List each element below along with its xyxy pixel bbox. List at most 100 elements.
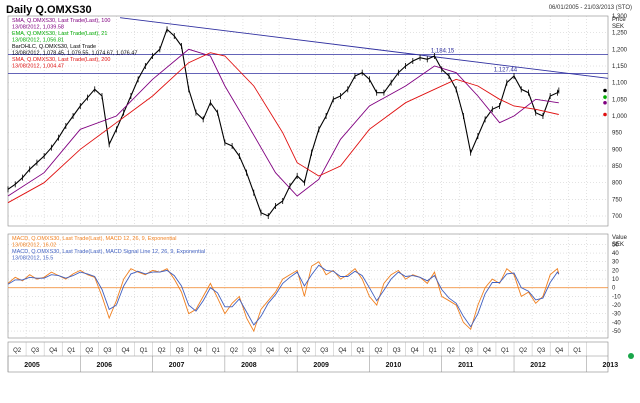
quarter-label: Q4 xyxy=(121,348,130,354)
quarter-label: Q2 xyxy=(302,348,311,354)
macd-legend-value: 13/08/2012, 15.5 xyxy=(12,256,53,262)
last-value-marker xyxy=(603,101,607,105)
quarter-label: Q1 xyxy=(284,348,293,354)
macd-y-axis-unit: SEK xyxy=(612,242,624,248)
quarter-label: Q2 xyxy=(447,348,456,354)
macd-legend-value: 13/08/2012, 16.02 xyxy=(12,243,56,249)
macd-y-tick-label: 40 xyxy=(612,251,619,257)
quarter-label: Q4 xyxy=(483,348,492,354)
year-label: 2008 xyxy=(241,362,257,369)
macd-y-tick-label: 30 xyxy=(612,260,619,266)
sma-200-line xyxy=(7,52,559,204)
quarter-label: Q1 xyxy=(429,348,438,354)
price-legend-value: 13/08/2012, 1,004.47 xyxy=(12,64,64,70)
quarter-label: Q1 xyxy=(573,348,582,354)
price-y-tick-label: 1,000 xyxy=(612,114,628,120)
macd-y-tick-label: -10 xyxy=(612,294,621,300)
price-y-axis-unit: SEK xyxy=(612,24,624,30)
quarter-label: Q2 xyxy=(519,348,528,354)
quarter-label: Q4 xyxy=(194,348,203,354)
quarter-label: Q4 xyxy=(266,348,275,354)
macd-y-tick-label: -30 xyxy=(612,312,621,318)
price-legend-label: SMA, Q.OMXS30, Last Trade(Last), 200 xyxy=(12,57,110,63)
year-label: 2010 xyxy=(386,362,402,369)
price-y-tick-label: 750 xyxy=(612,197,623,203)
macd-panel xyxy=(7,233,609,339)
year-label: 2009 xyxy=(313,362,329,369)
price-y-tick-label: 700 xyxy=(612,214,623,220)
quarter-label: Q3 xyxy=(465,348,474,354)
quarter-label: Q1 xyxy=(212,348,221,354)
time-axis-panel xyxy=(7,341,609,373)
price-y-tick-label: 950 xyxy=(612,131,623,137)
sma-100-line xyxy=(7,48,559,197)
macd-y-tick-label: -50 xyxy=(612,329,621,335)
year-label: 2005 xyxy=(24,362,40,369)
price-y-tick-label: 1,050 xyxy=(612,97,628,103)
macd-signal-line xyxy=(7,264,560,328)
quarter-label: Q2 xyxy=(13,348,22,354)
live-status-icon xyxy=(628,353,634,359)
year-label: 2013 xyxy=(603,362,619,369)
trend-line xyxy=(119,17,609,79)
price-legend-label: BarOHLC, Q.OMXS30, Last Trade xyxy=(12,44,96,50)
quarter-label: Q4 xyxy=(49,348,58,354)
macd-y-tick-label: -20 xyxy=(612,303,621,309)
macd-legend-label: MACD, Q.OMXS30, Last Trade(Last), MACD 1… xyxy=(12,236,176,242)
price-annotation: 1,184.15 xyxy=(431,49,455,55)
macd-y-axis-label: Value xyxy=(612,235,628,241)
price-legend-value: 13/08/2012, 1,078.45, 1,079.55, 1,074.67… xyxy=(12,51,137,57)
chart-title: Daily Q.OMXS30 xyxy=(6,4,92,16)
quarter-label: Q3 xyxy=(176,348,185,354)
macd-y-tick-label: 20 xyxy=(612,268,619,274)
price-y-tick-label: 900 xyxy=(612,147,623,153)
last-value-marker xyxy=(603,88,607,93)
last-value-marker xyxy=(603,112,607,117)
quarter-label: Q4 xyxy=(338,348,347,354)
macd-y-tick-label: 0 xyxy=(612,286,616,292)
quarter-label: Q1 xyxy=(67,348,76,354)
price-panel xyxy=(7,15,609,227)
last-value-marker xyxy=(603,95,607,99)
quarter-label: Q3 xyxy=(31,348,40,354)
date-range: 06/01/2005 - 21/03/2013 (STO) xyxy=(548,5,632,11)
year-label: 2006 xyxy=(97,362,113,369)
macd-legend-label: MACD, Q.OMXS30, Last Trade(Last), MACD S… xyxy=(12,249,205,255)
quarter-label: Q2 xyxy=(375,348,384,354)
quarter-label: Q2 xyxy=(158,348,167,354)
macd-y-tick-label: -40 xyxy=(612,320,621,326)
price-y-tick-label: 1,150 xyxy=(612,64,628,70)
year-label: 2012 xyxy=(530,362,546,369)
quarter-label: Q3 xyxy=(537,348,546,354)
price-series-line xyxy=(7,28,560,217)
quarter-label: Q1 xyxy=(356,348,365,354)
macd-y-tick-label: 50 xyxy=(612,242,619,248)
price-legend-value: 13/08/2012, 1,039.58 xyxy=(12,25,64,31)
price-legend-label: EMA, Q.OMXS30, Last Trade(Last), 21 xyxy=(12,31,107,37)
quarter-label: Q3 xyxy=(248,348,257,354)
price-y-axis-label: Price xyxy=(612,17,626,23)
year-label: 2011 xyxy=(458,362,473,369)
price-annotation: 1,127.44 xyxy=(494,68,518,74)
price-y-tick-label: 1,300 xyxy=(612,14,628,20)
price-legend-value: 13/08/2012, 1,056.81 xyxy=(12,38,64,44)
price-y-tick-label: 1,200 xyxy=(612,47,628,53)
price-y-tick-label: 800 xyxy=(612,181,623,187)
quarter-label: Q3 xyxy=(320,348,329,354)
price-y-tick-label: 1,100 xyxy=(612,81,628,87)
quarter-label: Q3 xyxy=(393,348,402,354)
quarter-label: Q3 xyxy=(103,348,112,354)
quarter-label: Q1 xyxy=(501,348,510,354)
quarter-label: Q1 xyxy=(140,348,149,354)
quarter-label: Q4 xyxy=(555,348,564,354)
year-label: 2007 xyxy=(169,362,185,369)
quarter-label: Q2 xyxy=(230,348,239,354)
price-y-tick-label: 850 xyxy=(612,164,623,170)
quarter-label: Q4 xyxy=(411,348,420,354)
price-legend-label: SMA, Q.OMXS30, Last Trade(Last), 100 xyxy=(12,18,110,24)
macd-y-tick-label: 10 xyxy=(612,277,619,283)
price-y-tick-label: 1,250 xyxy=(612,31,628,37)
quarter-label: Q2 xyxy=(85,348,94,354)
